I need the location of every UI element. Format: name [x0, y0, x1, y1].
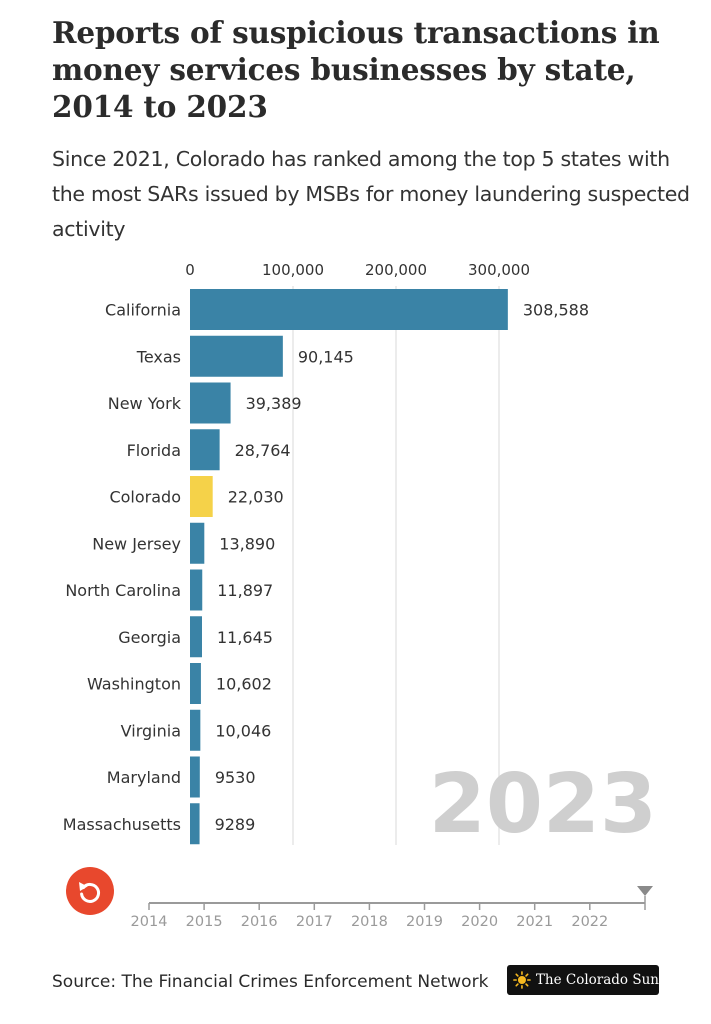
category-label: Maryland	[107, 768, 181, 787]
x-tick-label: 0	[185, 261, 195, 279]
value-label: 13,890	[219, 534, 275, 553]
bar-massachusetts[interactable]	[190, 803, 200, 845]
replay-icon	[79, 882, 101, 903]
category-label: Massachusetts	[63, 815, 181, 834]
value-label: 308,588	[523, 301, 589, 320]
bar-colorado[interactable]	[190, 476, 213, 517]
bar-chart: 0 100,000 200,000 300,000 California 308,588…	[63, 261, 657, 852]
bar-florida[interactable]	[190, 429, 220, 471]
value-label: 39,389	[246, 394, 302, 413]
chart-subtitle: Since 2021, Colorado has ranked among th…	[52, 147, 690, 241]
grid-lines	[292, 286, 500, 845]
timeline-year-2021[interactable]: 2021	[516, 914, 553, 930]
timeline-year-2014[interactable]: 2014	[131, 914, 168, 930]
category-label: New Jersey	[92, 534, 181, 553]
x-axis-ticks: 0 100,000 200,000 300,000	[185, 261, 530, 279]
value-label: 22,030	[228, 488, 284, 507]
source-note: Source: The Financial Crimes Enforcement…	[52, 972, 489, 992]
timeline-year-2016[interactable]: 2016	[241, 914, 278, 930]
category-label: California	[105, 301, 181, 320]
bars: California 308,588 Texas 90,145 New York 39,3…	[63, 289, 589, 845]
chart-title: Reports of suspicious transactions in mo…	[52, 15, 660, 124]
category-label: Florida	[127, 441, 181, 460]
bar-texas[interactable]	[190, 335, 283, 377]
replay-button[interactable]	[66, 867, 114, 915]
value-label: 10,046	[215, 721, 271, 740]
value-label: 90,145	[298, 347, 354, 366]
x-tick-label: 100,000	[262, 261, 324, 279]
value-label: 9289	[215, 815, 256, 834]
colorado-sun-logo[interactable]: The Colorado Sun	[507, 965, 659, 995]
timeline-year-2020[interactable]: 2020	[461, 914, 498, 930]
value-label: 11,645	[217, 628, 273, 647]
timeline-year-2022[interactable]: 2022	[571, 914, 608, 930]
x-tick-label: 200,000	[365, 261, 427, 279]
category-label: Virginia	[121, 721, 181, 740]
value-label: 11,897	[217, 581, 273, 600]
bar-new-jersey[interactable]	[190, 522, 205, 564]
bar-maryland[interactable]	[190, 756, 200, 798]
value-label: 9530	[215, 768, 256, 787]
sun-icon	[513, 971, 531, 989]
bar-north-carolina[interactable]	[190, 569, 203, 611]
timeline-year-2018[interactable]: 2018	[351, 914, 388, 930]
timeline-ticks: 2014 2015 2016 2017 2018 2019 2020 2021 2022	[131, 896, 646, 930]
category-label: North Carolina	[65, 581, 181, 600]
timeline-year-2019[interactable]: 2019	[406, 914, 443, 930]
timeline-year-2017[interactable]: 2017	[296, 914, 333, 930]
value-label: 28,764	[235, 441, 291, 460]
category-label: Washington	[87, 675, 181, 694]
category-label: New York	[108, 394, 182, 413]
bar-new-york[interactable]	[190, 382, 231, 424]
logo-text: The Colorado Sun	[535, 972, 659, 988]
category-label: Colorado	[109, 488, 181, 507]
category-label: Texas	[136, 347, 181, 366]
bar-california[interactable]	[190, 289, 508, 330]
bar-georgia[interactable]	[190, 616, 202, 658]
category-label: Georgia	[118, 628, 181, 647]
timeline-year-2015[interactable]: 2015	[186, 914, 223, 930]
current-year-label: 2023	[429, 757, 657, 852]
decorative-mark	[448, 1016, 452, 1019]
timeline-handle[interactable]	[637, 886, 653, 896]
bar-virginia[interactable]	[190, 709, 201, 751]
x-tick-label: 300,000	[468, 261, 530, 279]
bar-washington[interactable]	[190, 663, 201, 704]
value-label: 10,602	[216, 675, 272, 694]
